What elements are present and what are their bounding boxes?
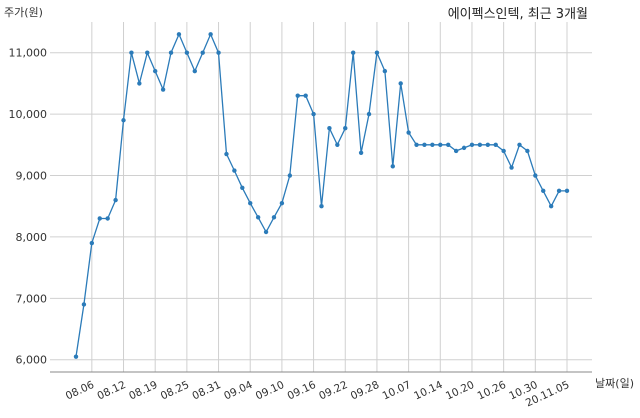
data-point (350, 50, 356, 55)
data-point (184, 50, 190, 55)
data-point (73, 354, 79, 359)
data-point (453, 148, 459, 154)
data-point (176, 32, 182, 37)
data-point (374, 50, 380, 55)
x-tick-label: 08.25 (159, 379, 191, 403)
data-point (414, 142, 419, 148)
chart-title: 에이펙스인텍, 최근 3개월 (447, 7, 588, 22)
data-point (303, 93, 308, 98)
x-tick-label: 09.28 (349, 379, 381, 403)
data-point (343, 126, 348, 131)
data-point (366, 111, 372, 117)
data-point (97, 216, 102, 221)
data-point (200, 50, 205, 55)
data-point (216, 50, 221, 55)
x-tick-label: 09.22 (317, 379, 349, 403)
data-point (406, 130, 411, 135)
data-point (121, 118, 126, 123)
data-point (525, 148, 530, 154)
x-tick-label: 10.26 (476, 379, 509, 403)
x-tick-label: 08.31 (190, 379, 222, 403)
data-point (446, 142, 451, 148)
y-axis-title: 주가(원) (4, 6, 43, 19)
data-point (208, 32, 213, 37)
data-point (517, 142, 522, 148)
x-tick-label: 08.12 (95, 379, 127, 403)
data-point (105, 216, 110, 221)
data-point (564, 188, 570, 194)
x-axis-title: 날짜(일) (595, 377, 634, 390)
data-point (461, 145, 467, 151)
data-point (232, 168, 237, 173)
data-point (398, 81, 403, 86)
x-tick-label: 08.19 (127, 379, 159, 403)
data-point (358, 150, 364, 155)
x-tick-label: 10.07 (381, 379, 413, 403)
data-point (548, 204, 554, 209)
y-tick-label: 8,000 (16, 231, 48, 244)
data-point (485, 142, 491, 148)
data-point (382, 68, 388, 74)
data-point (430, 142, 435, 148)
y-tick-label: 10,000 (9, 108, 48, 121)
data-point (493, 142, 498, 148)
data-point (248, 200, 253, 206)
y-tick-label: 9,000 (16, 170, 48, 183)
x-tick-label: 10.20 (444, 379, 476, 403)
data-point (113, 197, 118, 203)
data-point (168, 50, 174, 55)
data-point (152, 68, 158, 74)
data-point (89, 240, 95, 246)
x-tick-label: 08.06 (64, 379, 97, 403)
x-tick-label: 10.14 (412, 379, 445, 403)
x-tick-label: 09.10 (254, 379, 286, 403)
data-point (192, 68, 197, 74)
data-point (160, 87, 166, 92)
data-point (255, 215, 261, 220)
data-point (263, 229, 269, 235)
data-point (279, 200, 285, 206)
data-point (129, 50, 134, 55)
data-point (469, 142, 475, 148)
y-tick-label: 7,000 (16, 292, 48, 305)
data-point (477, 142, 483, 148)
data-point (81, 302, 87, 307)
x-tick-label: 09.16 (286, 379, 319, 403)
data-point (327, 126, 332, 131)
data-point (271, 215, 277, 220)
data-point (533, 173, 538, 178)
data-point (422, 142, 427, 148)
data-point (145, 50, 150, 55)
data-point (295, 93, 300, 98)
data-point (335, 142, 340, 148)
data-point (224, 151, 229, 157)
data-point (287, 173, 293, 178)
data-point (137, 81, 142, 86)
series-line (75, 32, 567, 357)
data-point (438, 142, 443, 148)
data-point (240, 185, 245, 190)
y-tick-label: 6,000 (16, 354, 48, 367)
data-point (556, 188, 562, 194)
data-point (541, 188, 546, 194)
x-tick-label: 09.04 (222, 379, 255, 403)
y-tick-label: 11,000 (9, 47, 48, 60)
data-point (509, 165, 514, 170)
data-point (501, 148, 506, 154)
data-point (311, 111, 316, 117)
data-point (390, 164, 395, 169)
data-point (319, 204, 324, 209)
